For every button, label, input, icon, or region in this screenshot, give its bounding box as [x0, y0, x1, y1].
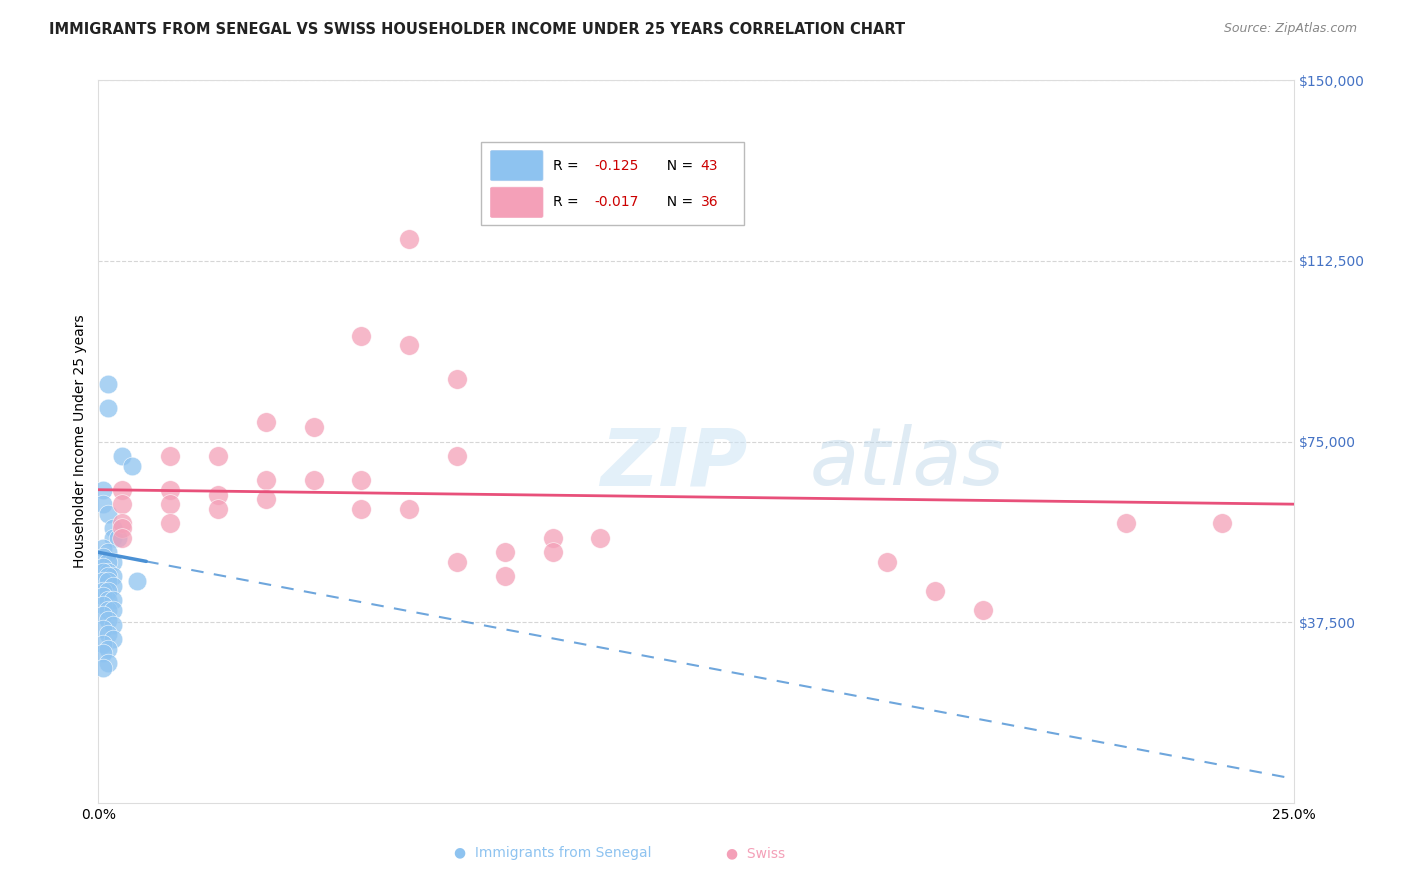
Point	[97, 656, 120, 670]
Point	[101, 569, 124, 583]
Point	[101, 531, 124, 545]
Point	[91, 550, 114, 565]
Point	[207, 502, 229, 516]
Point	[541, 545, 564, 559]
Point	[398, 232, 420, 246]
Text: R =: R =	[553, 159, 582, 172]
Point	[91, 541, 114, 555]
Text: N =: N =	[658, 195, 697, 210]
Point	[254, 415, 277, 429]
Point	[350, 328, 373, 343]
Point	[589, 531, 612, 545]
Point	[97, 583, 120, 598]
Point	[101, 579, 124, 593]
Text: -0.125: -0.125	[595, 159, 638, 172]
Point	[494, 569, 516, 583]
Point	[97, 593, 120, 607]
Point	[97, 565, 120, 579]
Point	[97, 603, 120, 617]
Text: atlas: atlas	[810, 425, 1004, 502]
Point	[91, 483, 114, 497]
Point	[91, 497, 114, 511]
Point	[111, 531, 134, 545]
Point	[111, 497, 134, 511]
FancyBboxPatch shape	[491, 187, 543, 218]
Point	[97, 641, 120, 656]
Point	[446, 555, 468, 569]
Point	[101, 632, 124, 646]
Text: 36: 36	[700, 195, 718, 210]
Point	[101, 603, 124, 617]
Point	[159, 497, 181, 511]
Point	[111, 449, 134, 463]
FancyBboxPatch shape	[491, 151, 543, 181]
Point	[302, 473, 325, 487]
Point	[91, 599, 114, 613]
Point	[91, 574, 114, 589]
FancyBboxPatch shape	[481, 142, 744, 225]
Text: 43: 43	[700, 159, 718, 172]
Point	[97, 627, 120, 641]
Text: N =: N =	[658, 159, 697, 172]
Text: R =: R =	[553, 195, 582, 210]
Point	[254, 473, 277, 487]
Point	[91, 647, 114, 661]
Text: IMMIGRANTS FROM SENEGAL VS SWISS HOUSEHOLDER INCOME UNDER 25 YEARS CORRELATION C: IMMIGRANTS FROM SENEGAL VS SWISS HOUSEHO…	[49, 22, 905, 37]
Point	[91, 583, 114, 598]
Point	[97, 545, 120, 559]
Point	[1115, 516, 1137, 531]
Point	[91, 623, 114, 637]
Point	[207, 487, 229, 501]
Point	[97, 401, 120, 415]
Point	[302, 420, 325, 434]
Point	[159, 516, 181, 531]
Point	[924, 583, 946, 598]
Point	[91, 565, 114, 579]
Text: ZIP: ZIP	[600, 425, 748, 502]
Point	[350, 502, 373, 516]
Point	[159, 449, 181, 463]
Point	[398, 338, 420, 352]
Point	[446, 449, 468, 463]
Point	[159, 483, 181, 497]
Point	[121, 458, 143, 473]
Point	[101, 521, 124, 535]
Text: ●  Immigrants from Senegal: ● Immigrants from Senegal	[454, 847, 651, 861]
Point	[254, 492, 277, 507]
Point	[97, 376, 120, 391]
Text: Source: ZipAtlas.com: Source: ZipAtlas.com	[1223, 22, 1357, 36]
Point	[972, 603, 994, 617]
Point	[398, 502, 420, 516]
Point	[91, 559, 114, 574]
Point	[107, 531, 129, 545]
Point	[97, 555, 120, 569]
Text: ●  Swiss: ● Swiss	[725, 847, 786, 861]
Point	[97, 574, 120, 589]
Point	[111, 516, 134, 531]
Point	[207, 449, 229, 463]
Point	[494, 545, 516, 559]
Point	[91, 637, 114, 651]
Point	[1211, 516, 1233, 531]
Point	[91, 607, 114, 622]
Point	[97, 613, 120, 627]
Point	[101, 593, 124, 607]
Y-axis label: Householder Income Under 25 years: Householder Income Under 25 years	[73, 315, 87, 568]
Point	[350, 473, 373, 487]
Point	[111, 521, 134, 535]
Point	[125, 574, 148, 589]
Point	[91, 661, 114, 675]
Point	[97, 569, 120, 583]
Text: -0.017: -0.017	[595, 195, 638, 210]
Point	[111, 483, 134, 497]
Point	[446, 372, 468, 386]
Point	[541, 531, 564, 545]
Point	[101, 555, 124, 569]
Point	[91, 589, 114, 603]
Point	[97, 507, 120, 521]
Point	[876, 555, 898, 569]
Point	[101, 617, 124, 632]
